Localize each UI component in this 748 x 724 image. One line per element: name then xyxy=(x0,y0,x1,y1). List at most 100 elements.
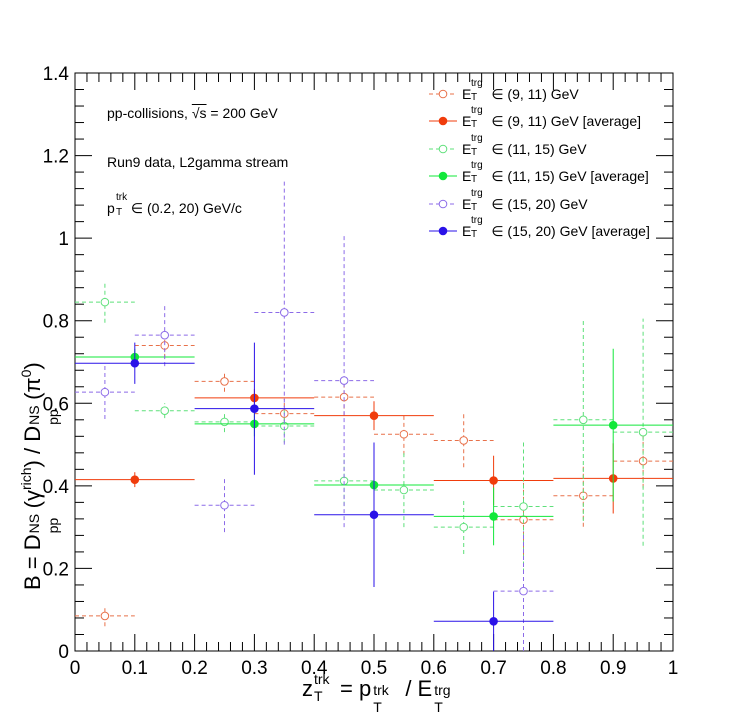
data-point xyxy=(433,455,554,506)
annotation-collision: pp-collisions, √s = 200 GeV xyxy=(107,105,278,121)
marker xyxy=(250,404,259,413)
data-point xyxy=(194,371,255,392)
annotation-run: Run9 data, L2gamma stream xyxy=(107,154,289,170)
marker xyxy=(339,376,349,385)
y-tick-label: 1 xyxy=(58,229,69,250)
marker xyxy=(369,411,379,420)
y-axis-title: B = D NS pp (γrich) / D NS pp (π0) xyxy=(18,362,61,590)
data-point xyxy=(194,478,255,533)
data-point xyxy=(75,365,135,419)
marker xyxy=(160,406,169,416)
data-point xyxy=(433,413,494,468)
marker xyxy=(459,436,469,445)
series-5 xyxy=(75,342,554,651)
marker xyxy=(100,387,110,397)
marker xyxy=(579,415,588,425)
data-point xyxy=(314,234,374,528)
marker xyxy=(608,420,618,430)
data-point xyxy=(254,180,315,445)
y-tick-label: 0.4 xyxy=(43,477,70,498)
legend-marker xyxy=(429,89,457,99)
marker xyxy=(399,429,409,439)
data-point xyxy=(613,318,673,546)
marker xyxy=(519,502,528,511)
data-point xyxy=(75,281,135,323)
data-point xyxy=(194,342,315,475)
marker xyxy=(130,358,140,368)
x-tick-label: 1 xyxy=(668,658,679,679)
series-2 xyxy=(75,281,673,573)
marker xyxy=(489,616,498,626)
x-tick-label: 0.5 xyxy=(361,658,387,679)
marker xyxy=(220,377,229,386)
legend-dot xyxy=(438,117,448,126)
series-4 xyxy=(75,180,554,651)
marker xyxy=(100,297,110,307)
data-point xyxy=(374,413,434,455)
marker xyxy=(100,611,110,621)
x-tick-label: 0.1 xyxy=(122,658,148,679)
legend-marker xyxy=(429,226,457,236)
marker xyxy=(220,417,229,427)
marker xyxy=(489,512,498,521)
y-tick-label: 0 xyxy=(58,642,69,663)
y-tick-label: 0.2 xyxy=(43,559,69,580)
marker xyxy=(519,586,528,596)
data-point xyxy=(433,500,494,554)
data-point xyxy=(553,318,614,521)
data-point xyxy=(134,304,195,367)
data-point xyxy=(314,401,434,431)
marker xyxy=(459,522,469,532)
axes: 0 0.1 0.2 0.3 0.4 0.5 0.6 0.7 0.8 0.9 1 0 0.2 0.4 0.6 0… xyxy=(43,64,679,679)
data-point xyxy=(553,348,673,502)
legend-marker xyxy=(429,117,457,126)
annotation-ptrk: p trk T ∈ (0.2, 20) GeV/c xyxy=(107,192,242,218)
legend-dot xyxy=(438,89,448,99)
x-tick-label: 0.6 xyxy=(421,658,447,679)
marker xyxy=(369,510,379,520)
marker xyxy=(130,475,140,484)
x-tick-label: 0 xyxy=(70,658,81,679)
x-tick-label: 0.9 xyxy=(600,658,626,679)
marker xyxy=(399,485,409,495)
marker xyxy=(280,308,289,317)
x-tick-label: 0.3 xyxy=(241,658,267,679)
legend-marker xyxy=(429,144,457,154)
data-point xyxy=(134,403,195,419)
legend-marker xyxy=(429,171,457,181)
data-point xyxy=(75,605,135,627)
y-tick-label: 0.6 xyxy=(43,394,69,415)
data-point xyxy=(493,531,554,651)
y-tick-label: 1.4 xyxy=(43,64,70,85)
data-point xyxy=(194,411,255,433)
marker xyxy=(489,476,498,485)
data-point xyxy=(134,333,195,358)
legend-marker xyxy=(429,199,457,208)
legend-dot xyxy=(438,144,448,154)
data-point xyxy=(433,591,554,651)
marker xyxy=(160,330,169,340)
data-point xyxy=(314,442,434,588)
x-tick-label: 0.7 xyxy=(480,658,506,679)
y-tick-label: 1.2 xyxy=(43,147,69,168)
legend-dot xyxy=(438,171,448,181)
data-marks xyxy=(75,180,673,651)
marker xyxy=(220,500,229,510)
data-point xyxy=(75,472,195,488)
data-point xyxy=(433,487,554,546)
x-tick-label: 0.4 xyxy=(301,658,328,679)
legend-dot xyxy=(438,199,448,208)
